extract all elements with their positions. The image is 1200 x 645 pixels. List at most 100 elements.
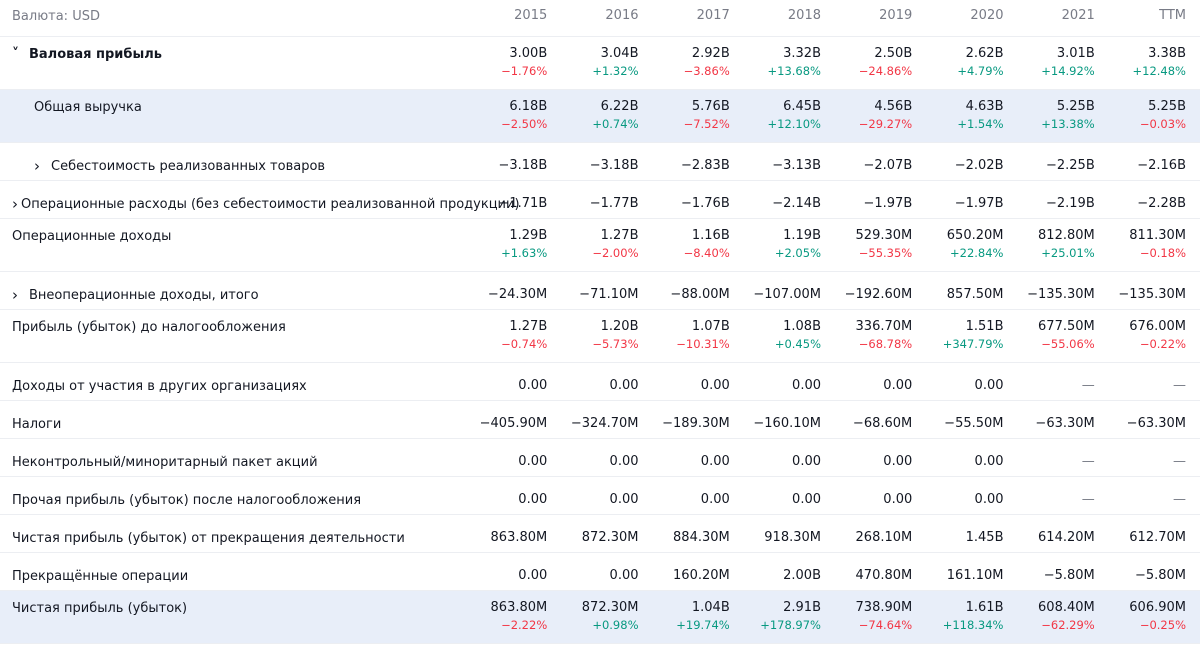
value-cell: −2.02B [926, 158, 1017, 174]
value-cell: 2.91B +178.97% [744, 600, 835, 633]
change-percent: +22.84% [950, 246, 1004, 260]
table-row[interactable]: ˅ Валовая прибыль 3.00B −1.76% 3.04B +1.32% 2.… [0, 37, 1200, 90]
cell-value: −2.07B [863, 158, 913, 173]
cell-value: 470.80M [855, 568, 913, 583]
cell-value: −1.97B [863, 196, 913, 211]
value-cell: 0.00 [653, 454, 744, 470]
table-row[interactable]: Налоги −405.90M −324.70M −189.30M −160.10M −6… [0, 401, 1200, 439]
cell-value: −2.14B [772, 196, 821, 211]
column-header-2018[interactable]: 2018 [787, 8, 821, 23]
value-cell: −2.14B [744, 196, 835, 212]
table-row[interactable]: › Себестоимость реализованных товаров −3.1… [0, 143, 1200, 181]
cell-value: 0.00 [609, 568, 639, 583]
value-cell: 3.01B +14.92% [1018, 46, 1109, 79]
table-row[interactable]: Прочая прибыль (убыток) после налогообло… [0, 477, 1200, 515]
change-percent: −5.73% [592, 337, 639, 351]
cell-value: 614.20M [1038, 530, 1095, 545]
cell-value: 857.50M [946, 287, 1004, 302]
cell-value: −55.50M [944, 416, 1004, 431]
cell-value: 0.00 [974, 492, 1004, 507]
table-row[interactable]: Общая выручка 6.18B −2.50% 6.22B +0.74% 5.76B… [0, 90, 1200, 143]
cell-value: 0.00 [792, 378, 821, 393]
value-cell: −3.18B [470, 158, 561, 174]
cell-value: −3.13B [772, 158, 821, 173]
value-cell: 812.80M +25.01% [1018, 228, 1109, 261]
cell-value: — [1081, 378, 1095, 393]
table-row[interactable]: Неконтрольный/миноритарный пакет акций 0.… [0, 439, 1200, 477]
table-header: Валюта: USD 2015 2016 2017 2018 2019 2020 2021… [0, 0, 1200, 37]
value-cell: 606.90M −0.25% [1109, 600, 1200, 633]
cell-value: 677.50M [1038, 319, 1095, 334]
table-row[interactable]: › Внеоперационные доходы, итого −24.30M −71… [0, 272, 1200, 310]
cell-value: 1.27B [509, 319, 548, 334]
column-header-2017[interactable]: 2017 [696, 8, 730, 23]
chevron-right-icon[interactable]: › [12, 286, 18, 304]
column-header-2020[interactable]: 2020 [970, 8, 1004, 23]
value-cell: −135.30M [1018, 287, 1109, 303]
value-cell: 268.10M [835, 530, 926, 546]
change-percent: −2.22% [501, 618, 548, 632]
change-percent: −24.86% [858, 64, 913, 78]
value-cell: 0.00 [653, 492, 744, 508]
chevron-down-icon[interactable]: ˅ [12, 46, 19, 62]
value-cell: −88.00M [653, 287, 744, 303]
currency-label: Валюта: USD [12, 8, 100, 24]
cell-value: −63.30M [1126, 416, 1186, 431]
cell-value: 2.92B [691, 46, 730, 61]
row-label: Общая выручка [0, 99, 470, 115]
cell-value: 0.00 [883, 454, 913, 469]
change-percent: −0.03% [1139, 117, 1186, 131]
cell-value: — [1081, 492, 1095, 507]
value-cell: 0.00 [744, 454, 835, 470]
cell-value: 608.40M [1038, 600, 1095, 615]
cell-value: 0.00 [518, 492, 548, 507]
cell-value: 0.00 [974, 378, 1004, 393]
column-header-ttm[interactable]: TTM [1159, 8, 1186, 23]
value-cell: 1.20B −5.73% [561, 319, 652, 352]
change-percent: −55.35% [858, 246, 913, 260]
cell-value: 863.80M [490, 530, 548, 545]
change-percent: +12.10% [767, 117, 822, 131]
column-header-2021[interactable]: 2021 [1061, 8, 1095, 23]
value-cell: 612.70M [1109, 530, 1200, 546]
table-row[interactable]: Прекращённые операции 0.00 0.00 160.20M 2.00… [0, 553, 1200, 591]
value-cell: 0.00 [561, 378, 652, 394]
change-percent: −2.00% [592, 246, 639, 260]
value-cell: 0.00 [470, 568, 561, 584]
column-header-2016[interactable]: 2016 [605, 8, 639, 23]
chevron-right-icon[interactable]: › [12, 195, 18, 213]
value-cell: 0.00 [561, 454, 652, 470]
change-percent: +2.05% [774, 246, 821, 260]
value-cell: — [1018, 492, 1109, 508]
cell-value: 1.04B [691, 600, 730, 615]
table-row[interactable]: Доходы от участия в других организациях 0… [0, 363, 1200, 401]
row-label-text: Общая выручка [34, 99, 142, 115]
row-label: Прибыль (убыток) до налогообложения [0, 319, 470, 335]
row-label: Прекращённые операции [0, 568, 470, 584]
table-row[interactable]: Чистая прибыль (убыток) от прекращения д… [0, 515, 1200, 553]
cell-value: 3.38B [1148, 46, 1186, 61]
table-row[interactable]: Прибыль (убыток) до налогообложения 1.27B… [0, 310, 1200, 363]
row-label: Прочая прибыль (убыток) после налогообло… [0, 492, 470, 508]
column-header-2019[interactable]: 2019 [879, 8, 913, 23]
value-cell: −63.30M [1109, 416, 1200, 432]
change-percent: −0.74% [501, 337, 548, 351]
table-row[interactable]: Чистая прибыль (убыток) 863.80M −2.22% 872.… [0, 591, 1200, 644]
table-row[interactable]: › Операционные расходы (без себестоимости… [0, 181, 1200, 219]
value-cell: 0.00 [744, 378, 835, 394]
value-cell: 2.50B −24.86% [835, 46, 926, 79]
table-row[interactable]: Операционные доходы 1.29B +1.63% 1.27B −2.00… [0, 219, 1200, 272]
value-cell: 0.00 [926, 492, 1017, 508]
cell-value: −88.00M [670, 287, 730, 302]
change-percent: +1.32% [592, 64, 639, 78]
value-cell: 1.04B +19.74% [653, 600, 744, 633]
chevron-right-icon[interactable]: › [34, 157, 40, 175]
value-cell: −2.25B [1018, 158, 1109, 174]
column-header-2015[interactable]: 2015 [514, 8, 548, 23]
row-label-text: Налоги [12, 416, 62, 432]
cell-value: 884.30M [673, 530, 730, 545]
cell-value: 0.00 [609, 378, 639, 393]
cell-value: 6.45B [783, 99, 821, 114]
cell-value: 0.00 [700, 454, 730, 469]
value-cell: 5.25B +13.38% [1018, 99, 1109, 132]
